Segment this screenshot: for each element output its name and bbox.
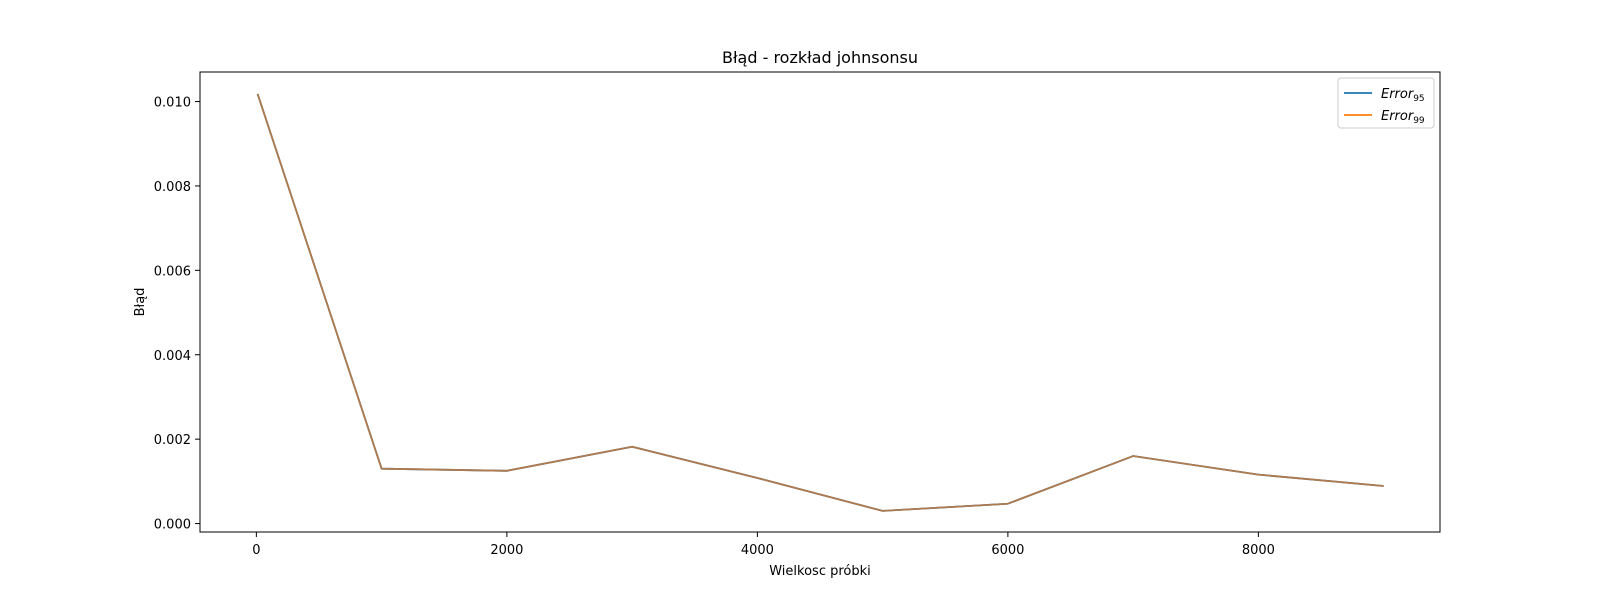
legend-label-99: Error99 (1381, 109, 1425, 126)
x-tick-label: 6000 (991, 543, 1024, 558)
y-axis-label: Błąd (133, 288, 148, 317)
plot-frame (199, 71, 1441, 533)
series-line-99 (256, 93, 1384, 512)
x-tick-label: 8000 (1242, 543, 1275, 558)
x-tick-label: 2000 (490, 543, 523, 558)
y-tick-label: 0.004 (154, 349, 191, 364)
chart-title: Błąd - rozkład johnsonsu (722, 48, 918, 67)
x-tick-label: 0 (252, 543, 260, 558)
y-axis: 0.000 0.002 0.004 0.006 0.008 0.010 (154, 96, 200, 533)
legend: Error95 Error99 (1337, 77, 1435, 129)
legend-label-95: Error95 (1381, 87, 1425, 104)
y-tick-label: 0.008 (154, 180, 191, 195)
y-tick-label: 0.010 (154, 96, 191, 111)
series-layer (256, 93, 1384, 512)
x-axis-label: Wielkosc próbki (769, 564, 871, 579)
series-line-95 (256, 93, 1384, 512)
x-tick-label: 4000 (741, 543, 774, 558)
x-axis: 0 2000 4000 6000 8000 (252, 532, 1275, 558)
y-tick-label: 0.000 (154, 518, 191, 533)
y-tick-label: 0.002 (154, 433, 191, 448)
y-tick-label: 0.006 (154, 264, 191, 279)
